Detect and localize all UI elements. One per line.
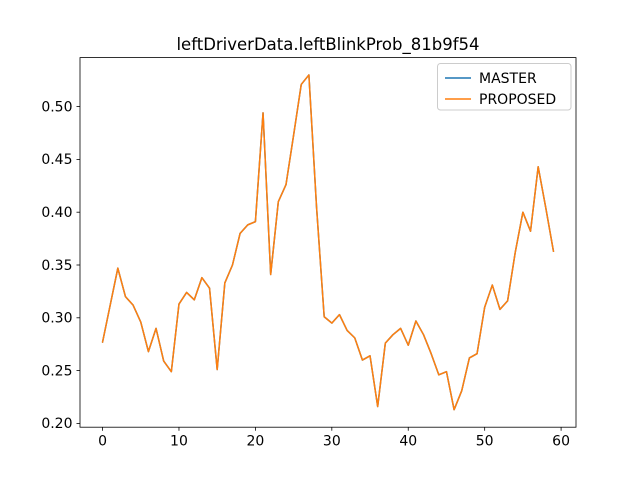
x-tick-label: 30 (323, 434, 341, 450)
legend-label: PROPOSED (479, 92, 556, 108)
chart-title: leftDriverData.leftBlinkProb_81b9f54 (176, 35, 479, 55)
y-tick-label: 0.40 (41, 205, 72, 221)
x-tick-label: 60 (552, 434, 570, 450)
x-tick-label: 20 (246, 434, 264, 450)
x-tick-label: 10 (170, 434, 188, 450)
y-tick-label: 0.25 (41, 363, 72, 379)
legend-label: MASTER (479, 71, 537, 87)
y-tick-label: 0.35 (41, 258, 72, 274)
y-tick-label: 0.45 (41, 152, 72, 168)
series-line-master (101, 74, 555, 411)
y-tick-label: 0.20 (41, 416, 72, 432)
y-tick-label: 0.50 (41, 99, 72, 115)
x-tick-label: 0 (98, 434, 107, 450)
y-tick-label: 0.30 (41, 311, 72, 327)
x-tick-label: 50 (476, 434, 494, 450)
axes-spines (79, 57, 577, 428)
series-line-proposed (101, 74, 555, 411)
x-tick-label: 40 (399, 434, 417, 450)
plot-area: 0 10 20 30 40 50 60 0.20 0.25 0.30 0.35 0.40 0.45 0.5… (41, 57, 577, 450)
